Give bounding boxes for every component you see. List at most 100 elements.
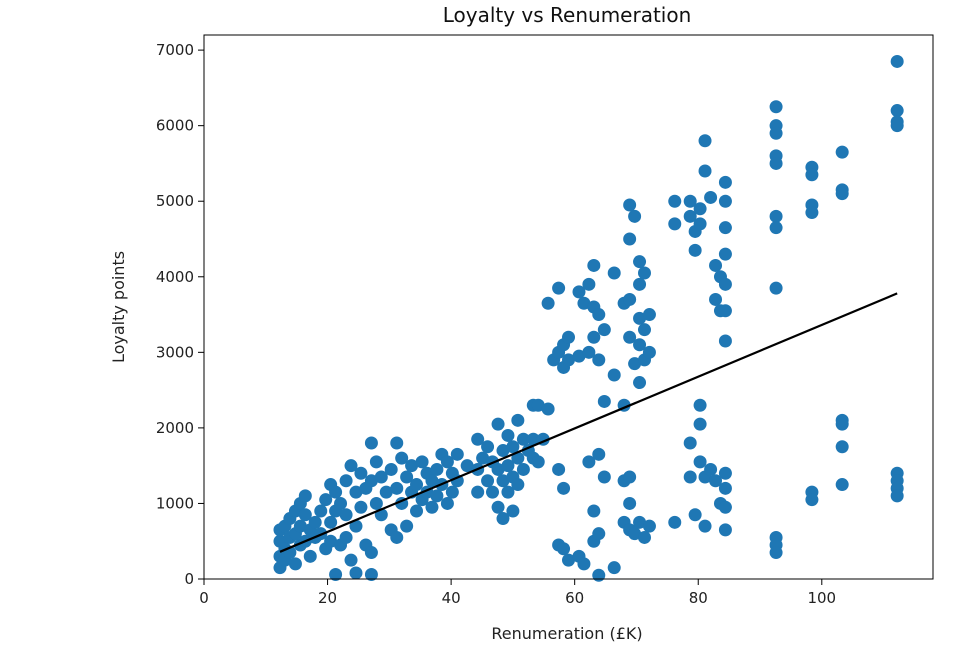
scatter-point: [693, 398, 707, 412]
scatter-point: [769, 100, 783, 114]
scatter-point: [572, 285, 586, 299]
scatter-point: [607, 368, 621, 382]
scatter-point: [718, 500, 732, 514]
scatter-point: [354, 466, 368, 480]
scatter-point: [668, 194, 682, 208]
scatter-point: [668, 217, 682, 231]
scatter-point: [769, 209, 783, 223]
scatter-point: [668, 515, 682, 529]
scatter-point: [481, 474, 495, 488]
scatter-point: [541, 402, 555, 416]
scatter-point: [314, 504, 328, 518]
scatter-point: [491, 500, 505, 514]
scatter-point: [592, 447, 606, 461]
scatter-point: [430, 462, 444, 476]
scatter-point: [374, 470, 388, 484]
scatter-point: [364, 436, 378, 450]
scatter-point: [633, 277, 647, 291]
scatter-point: [501, 459, 515, 473]
y-axis-label: Loyalty points: [109, 251, 128, 363]
scatter-point: [587, 504, 601, 518]
scatter-point: [698, 519, 712, 533]
scatter-point: [683, 194, 697, 208]
scatter-point: [582, 345, 596, 359]
scatter-point: [642, 308, 656, 322]
scatter-point: [531, 398, 545, 412]
scatter-point: [369, 455, 383, 469]
scatter-point: [633, 376, 647, 390]
scatter-point: [623, 496, 637, 510]
scatter-point: [460, 459, 474, 473]
scatter-point: [642, 345, 656, 359]
scatter-point: [329, 485, 343, 499]
scatter-point: [425, 474, 439, 488]
scatter-point: [324, 515, 338, 529]
scatter-points: [273, 54, 904, 582]
scatter-point: [718, 466, 732, 480]
scatter-point: [718, 175, 732, 189]
scatter-point: [349, 566, 363, 580]
scatter-point: [693, 455, 707, 469]
scatter-point: [562, 353, 575, 367]
scatter-point: [582, 455, 596, 469]
scatter-point: [890, 489, 904, 503]
scatter-point: [628, 209, 642, 223]
scatter-point: [450, 447, 464, 461]
scatter-point: [633, 311, 647, 325]
scatter-point: [288, 557, 302, 571]
scatter-point: [395, 451, 409, 465]
scatter-point: [440, 496, 454, 510]
scatter-point: [623, 330, 637, 344]
scatter-point: [516, 432, 530, 446]
scatter-point: [400, 519, 414, 533]
axis-ticks: 0 20 40 60 80 1000100020003000400050006000700…: [156, 41, 836, 607]
scatter-point: [805, 206, 819, 220]
x-tick-label: 60: [565, 589, 584, 607]
scatter-point: [319, 493, 333, 507]
scatter-point: [718, 194, 732, 208]
scatter-point: [562, 553, 575, 567]
y-tick-label: 6000: [156, 117, 194, 135]
scatter-point: [445, 485, 459, 499]
scatter-point: [400, 470, 414, 484]
scatter-point: [718, 247, 732, 261]
scatter-point: [369, 496, 383, 510]
y-tick-label: 0: [184, 570, 194, 588]
scatter-point: [364, 474, 378, 488]
x-tick-label: 0: [199, 589, 209, 607]
scatter-point: [496, 474, 510, 488]
scatter-point: [623, 292, 637, 306]
scatter-point: [501, 485, 515, 499]
scatter-point: [597, 394, 611, 408]
scatter-point: [718, 221, 732, 235]
scatter-point: [526, 432, 540, 446]
scatter-point: [587, 330, 601, 344]
x-axis-label: Renumeration (£K): [491, 624, 642, 643]
scatter-point: [718, 334, 732, 348]
scatter-point: [308, 515, 322, 529]
y-tick-label: 5000: [156, 192, 194, 210]
scatter-point: [628, 527, 642, 541]
scatter-point: [496, 444, 510, 458]
scatter-point: [704, 462, 718, 476]
scatter-point: [890, 54, 904, 68]
scatter-point: [709, 258, 723, 272]
scatter-point: [390, 481, 404, 495]
scatter-point: [471, 432, 485, 446]
scatter-point: [496, 512, 510, 526]
scatter-point: [769, 546, 783, 560]
scatter-point: [592, 308, 606, 322]
scatter-point: [718, 523, 732, 537]
scatter-point: [709, 292, 723, 306]
trend-line: [279, 292, 898, 553]
scatter-point: [557, 481, 571, 495]
y-tick-label: 2000: [156, 419, 194, 437]
scatter-point: [769, 126, 783, 140]
scatter-point: [390, 530, 404, 544]
scatter-point: [334, 496, 348, 510]
scatter-point: [471, 485, 485, 499]
scatter-point: [835, 440, 849, 454]
scatter-point: [440, 455, 454, 469]
scatter-point: [506, 440, 520, 454]
scatter-point: [430, 489, 444, 503]
